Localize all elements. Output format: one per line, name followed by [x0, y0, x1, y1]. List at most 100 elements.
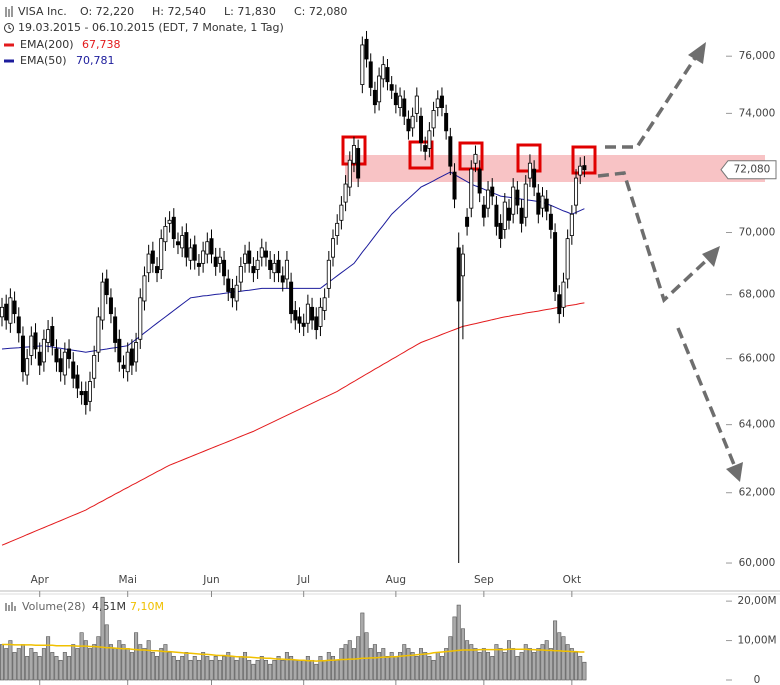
volume-bar: [310, 659, 315, 681]
candle-body: [301, 322, 306, 327]
candle-body: [54, 348, 59, 363]
volume-bar: [331, 656, 336, 681]
candle-body: [448, 136, 453, 167]
volume-bar: [314, 663, 319, 681]
candle-body: [519, 207, 524, 224]
clock-hands: [8, 25, 12, 30]
legend-value: 70,781: [76, 54, 115, 67]
volume-bar: [213, 656, 218, 681]
candle-body: [339, 204, 344, 221]
last-price-box: [720, 160, 777, 180]
volume-bar: [351, 648, 356, 681]
candle-body: [184, 232, 189, 258]
volume-bar: [414, 656, 419, 681]
arrow-head: [688, 42, 706, 64]
candle-body: [180, 235, 185, 249]
candle-body: [347, 159, 352, 188]
y-tick-label: 74,000: [739, 107, 776, 119]
volume-bar: [87, 648, 92, 681]
volume-bar: [498, 648, 503, 681]
volume-bar: [222, 656, 227, 681]
volume-bar: [129, 652, 134, 681]
candle-body: [217, 256, 222, 264]
volume-bar: [289, 656, 294, 681]
candle-body: [150, 250, 155, 264]
volume-y-tick-label: 10,00M: [737, 635, 776, 647]
volume-bar: [259, 656, 264, 681]
candle-body: [155, 266, 160, 274]
volume-bar: [540, 644, 545, 681]
volume-bar: [196, 659, 201, 681]
volume-bar: [293, 659, 298, 681]
candle-body: [175, 241, 180, 246]
volume-bar: [280, 659, 285, 681]
volume-bar: [527, 648, 532, 681]
volume-bar: [456, 604, 461, 681]
candle-body: [465, 216, 470, 227]
last-price-label: 72,080: [734, 164, 771, 176]
candle-body: [393, 92, 398, 106]
volume-bar: [377, 652, 382, 681]
volume-bar: [92, 644, 97, 681]
volume-bar: [50, 652, 55, 681]
scenario-arrows: [597, 54, 737, 468]
candle-body: [125, 351, 130, 373]
candle-body: [418, 115, 423, 143]
candle-body: [255, 259, 260, 270]
volume-bar: [205, 656, 210, 681]
candle-body: [561, 281, 566, 308]
candle-body: [402, 98, 407, 117]
candle-body: [100, 281, 105, 321]
y-tick-label: 70,000: [739, 227, 776, 239]
volume-bar: [473, 648, 478, 681]
volume-bar: [301, 659, 306, 681]
candle-body: [557, 294, 562, 315]
volume-bar: [418, 648, 423, 681]
volume-bar: [519, 652, 524, 681]
y-tick-label: 66,000: [739, 353, 776, 365]
candle-body: [431, 110, 436, 129]
volume-bar: [146, 640, 151, 681]
candle-body: [574, 177, 579, 206]
volume-bar: [339, 648, 344, 681]
candle-body: [104, 278, 109, 296]
candle-body: [435, 98, 440, 108]
ohlc-label: O: 72,220: [80, 5, 134, 18]
candle-body: [62, 351, 67, 376]
candle-body: [544, 198, 549, 212]
volume-bar: [284, 652, 289, 681]
candle-body: [129, 348, 134, 366]
volume-bar: [113, 648, 118, 681]
volume-bar: [184, 652, 189, 681]
volume-bar: [104, 624, 109, 681]
candle-body: [238, 266, 243, 283]
volume-bar: [406, 648, 411, 681]
x-tick-label: Sep: [474, 574, 494, 586]
candle-body: [469, 168, 474, 209]
candle-body: [226, 278, 231, 292]
volume-bar: [180, 656, 185, 681]
volume-bar: [372, 644, 377, 681]
volume-bar: [247, 659, 252, 681]
candle-body: [4, 303, 9, 321]
volume-bar: [381, 648, 386, 681]
arrow-head: [726, 462, 743, 482]
volume-bar: [423, 652, 428, 681]
volume-bar: [263, 659, 268, 681]
volume-bar: [326, 652, 331, 681]
x-tick-label: Apr: [31, 574, 50, 586]
candle-body: [96, 316, 101, 353]
candle-body: [372, 89, 377, 106]
legend-value: 67,738: [82, 38, 121, 51]
candle-body: [33, 332, 38, 350]
chart-icon: [5, 6, 13, 17]
candle-body: [92, 355, 97, 379]
volume-bar: [230, 656, 235, 681]
volume-bar: [125, 648, 130, 681]
ohlc-label: C: 72,080: [294, 5, 347, 18]
volume-bar: [100, 596, 105, 681]
volume-bar: [494, 644, 499, 681]
y-tick-label: 60,000: [739, 557, 776, 569]
candle-body: [582, 165, 587, 171]
candle-body: [318, 306, 323, 327]
